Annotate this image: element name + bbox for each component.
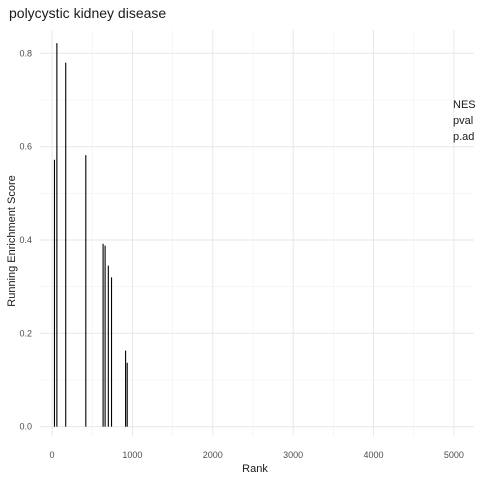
stat-annotation: p.ad	[453, 131, 474, 143]
y-tick-label: 0.2	[19, 328, 32, 338]
x-tick-label: 0	[50, 450, 55, 460]
y-tick-label: 0.8	[19, 48, 32, 58]
stat-annotation: NES	[453, 99, 476, 111]
stat-annotation: pval	[453, 115, 473, 127]
y-tick-label: 0.0	[19, 422, 32, 432]
x-axis-ticks: 0 1000 2000 3000 4000 5000	[50, 450, 464, 460]
y-axis-label: Running Enrichment Score	[6, 175, 18, 306]
x-tick-label: 2000	[203, 450, 223, 460]
x-tick-label: 3000	[283, 450, 303, 460]
y-axis-ticks: 0.0 0.2 0.4 0.6 0.8	[19, 48, 32, 431]
chart-title: polycystic kidney disease	[9, 5, 166, 21]
grid	[40, 30, 474, 436]
x-tick-label: 4000	[364, 450, 384, 460]
stat-annotations: NES pval p.ad	[453, 99, 476, 143]
enrichment-bars	[53, 43, 128, 427]
y-tick-label: 0.4	[19, 235, 32, 245]
x-tick-label: 5000	[444, 450, 464, 460]
x-tick-label: 1000	[122, 450, 142, 460]
y-tick-label: 0.6	[19, 142, 32, 152]
x-axis-label: Rank	[242, 463, 268, 475]
